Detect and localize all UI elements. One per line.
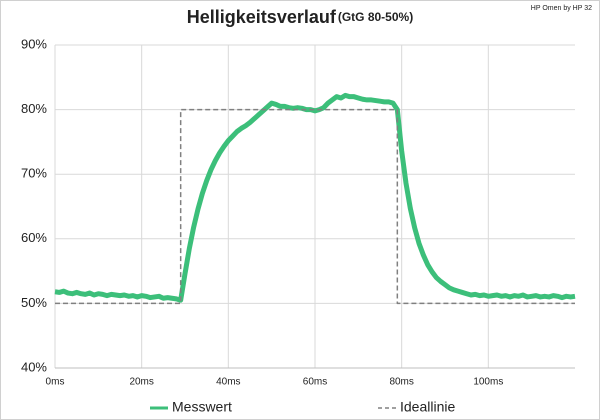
annotation: HP Omen by HP 32 xyxy=(531,5,592,12)
y-tick-label: 50% xyxy=(21,295,47,310)
legend-label: Messwert xyxy=(172,399,232,415)
y-tick-label: 60% xyxy=(21,230,47,245)
legend-label: Ideallinie xyxy=(400,399,455,415)
x-tick-label: 100ms xyxy=(473,377,503,388)
x-tick-label: 80ms xyxy=(389,377,413,388)
y-tick-label: 90% xyxy=(21,36,47,51)
y-tick-label: 40% xyxy=(21,359,47,374)
chart-subtitle: (GtG 80-50%) xyxy=(338,10,413,24)
series-line xyxy=(54,92,576,303)
chart-title: Helligkeitsverlauf xyxy=(187,7,337,27)
y-tick-label: 70% xyxy=(21,166,47,181)
chart-title-group: Helligkeitsverlauf (GtG 80-50%) xyxy=(187,7,413,27)
x-tick-label: 60ms xyxy=(303,377,327,388)
series-line xyxy=(55,108,575,305)
y-tick-label: 80% xyxy=(21,101,47,116)
x-tick-label: 40ms xyxy=(216,377,240,388)
x-tick-label: 20ms xyxy=(129,377,153,388)
x-tick-label: 0ms xyxy=(46,377,65,388)
